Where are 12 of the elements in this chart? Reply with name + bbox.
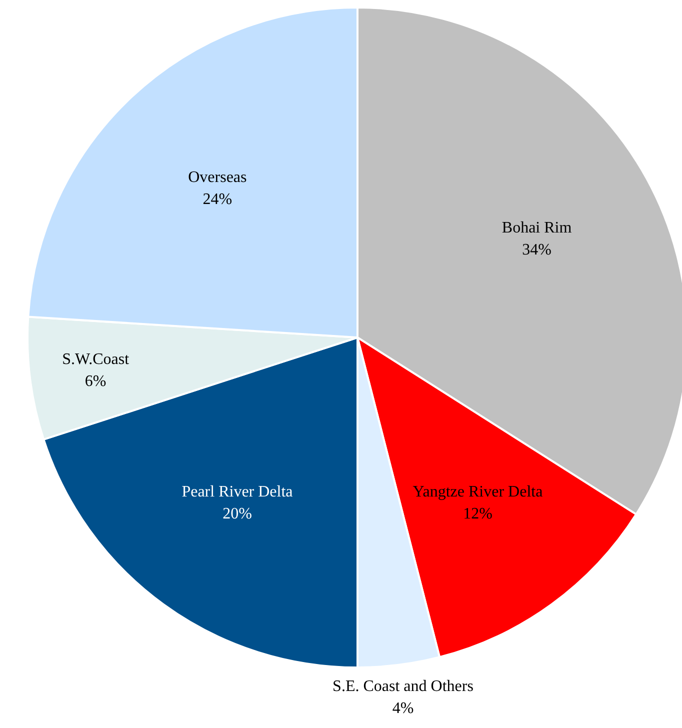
slice-label: Pearl River Delta [182, 483, 293, 500]
data-label: 6% [84, 373, 106, 390]
data-label: 4% [392, 700, 414, 718]
data-label: 34% [522, 241, 552, 258]
data-label: 20% [222, 506, 252, 523]
data-label: 24% [202, 190, 232, 208]
slice-label: Bohai Rim [502, 219, 572, 236]
slice-label: Overseas [188, 168, 247, 186]
slice-label: S.W.Coast [62, 351, 130, 368]
slice-label: Yangtze River Delta [412, 483, 543, 500]
data-label: 12% [463, 506, 492, 523]
slice-label: S.E. Coast and Others [332, 678, 474, 696]
